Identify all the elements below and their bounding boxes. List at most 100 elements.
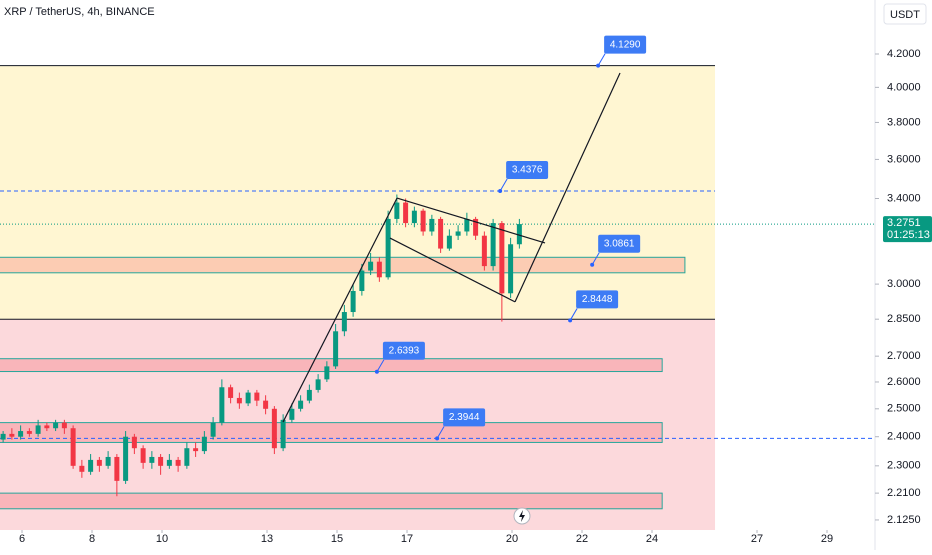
candle-body	[333, 331, 339, 367]
candle-body	[0, 433, 6, 440]
candle-body	[263, 400, 269, 409]
zone	[0, 319, 716, 530]
candle-body	[376, 261, 382, 278]
zone-box	[0, 256, 686, 274]
callout-stem	[569, 308, 578, 321]
callout-stem	[591, 252, 600, 266]
candle-body	[394, 202, 400, 219]
candle-body	[193, 448, 199, 452]
candle-body	[508, 244, 514, 294]
countdown: 01:25:13	[887, 229, 930, 241]
candle-body	[359, 270, 365, 291]
candle-body	[254, 392, 260, 401]
y-tick-label: 4.0000	[887, 81, 921, 93]
candle-body	[341, 312, 347, 332]
candle-body	[105, 456, 111, 466]
candle-body	[464, 218, 470, 232]
candle-body	[88, 459, 94, 472]
candle-body	[350, 290, 356, 313]
y-tick-label: 2.5000	[887, 403, 921, 415]
candle-body	[140, 448, 146, 463]
candle-body	[61, 422, 67, 429]
callout-stem	[436, 426, 445, 439]
candle-body	[18, 431, 24, 437]
candle-body	[280, 419, 286, 449]
x-tick-label: 6	[19, 533, 25, 545]
last-price-box	[883, 216, 932, 243]
candle-body	[184, 448, 190, 466]
candle-body	[490, 223, 496, 267]
candle-body	[473, 218, 479, 236]
callout-box	[443, 408, 486, 427]
x-tick-label: 29	[821, 533, 833, 545]
candle-body	[306, 389, 312, 401]
x-tick-label: 17	[401, 533, 413, 545]
candle-body	[79, 465, 85, 472]
y-tick-label: 2.7000	[887, 350, 921, 362]
y-tick-label: 2.4000	[887, 431, 921, 443]
callout-stem	[597, 53, 606, 66]
candle-body	[201, 436, 207, 452]
x-tick-label: 15	[331, 533, 343, 545]
candle-body	[411, 210, 417, 224]
candle-body	[245, 392, 251, 404]
x-tick-label: 8	[89, 533, 95, 545]
callout-label: 3.0861	[604, 238, 635, 249]
y-tick-label: 2.8500	[887, 313, 921, 325]
candle-body	[158, 456, 164, 466]
x-tick-label: 22	[576, 533, 588, 545]
y-tick-label: 3.0000	[887, 278, 921, 290]
candle-body	[429, 218, 435, 232]
candle-body	[149, 456, 155, 463]
candle-body	[315, 379, 321, 390]
candle-body	[368, 261, 374, 271]
last-price-label: 3.2751	[887, 217, 921, 229]
callout-stem	[376, 359, 385, 372]
candle-body	[44, 425, 50, 429]
x-tick-label: 10	[156, 533, 168, 545]
callout-box	[382, 341, 425, 360]
currency-box[interactable]	[883, 3, 927, 25]
candle-body	[166, 459, 172, 466]
callout-stem	[499, 178, 508, 192]
x-tick-label: 13	[261, 533, 273, 545]
candle-body	[289, 408, 295, 420]
candle-body	[446, 235, 452, 249]
trendline	[389, 237, 516, 303]
y-tick-label: 3.8000	[887, 116, 921, 128]
y-tick-label: 2.3000	[887, 460, 921, 472]
candle-body	[114, 456, 120, 481]
y-tick-label: 2.6000	[887, 376, 921, 388]
candle-body	[385, 218, 391, 278]
candle-body	[420, 210, 426, 232]
x-tick-label: 24	[646, 533, 658, 545]
candle-body	[9, 433, 15, 437]
candle-body	[403, 202, 409, 224]
callout-label: 3.4376	[512, 165, 543, 176]
y-tick-label: 2.2100	[887, 487, 921, 499]
candle-body	[324, 366, 330, 380]
y-tick-label: 4.2000	[887, 48, 921, 60]
candle-body	[96, 459, 102, 466]
callout-box	[604, 35, 647, 54]
candle-body	[26, 431, 32, 434]
currency[interactable]: USDT	[890, 9, 920, 21]
candle-body	[516, 224, 522, 245]
x-tick-label: 27	[751, 533, 763, 545]
candle-body	[210, 422, 216, 437]
trendline	[396, 197, 546, 244]
callout-label: 4.1290	[610, 39, 641, 50]
candle-body	[53, 422, 59, 429]
callout-label: 2.6393	[389, 345, 420, 356]
candle-body	[131, 436, 137, 449]
candle-body	[481, 235, 487, 267]
candle-body	[438, 218, 444, 249]
zone-box	[0, 422, 663, 443]
candle-body	[123, 436, 129, 481]
candle-body	[35, 425, 41, 434]
zone-box	[0, 358, 663, 373]
y-tick-label: 2.1250	[887, 514, 921, 526]
x-tick-label: 20	[506, 533, 518, 545]
